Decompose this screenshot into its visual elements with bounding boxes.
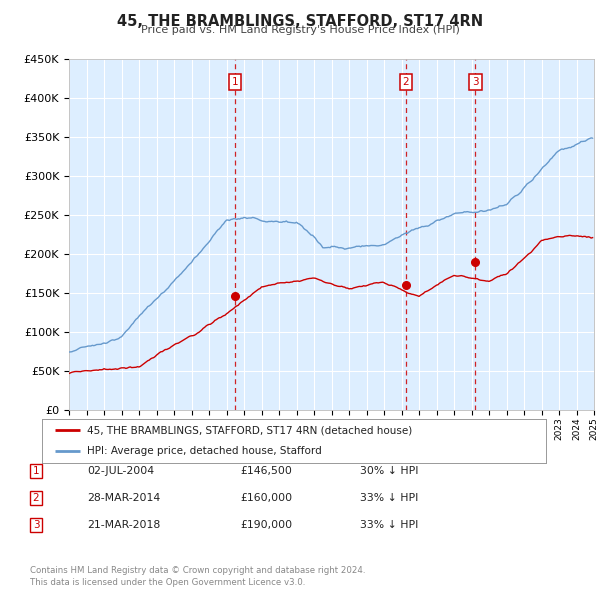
Text: Price paid vs. HM Land Registry's House Price Index (HPI): Price paid vs. HM Land Registry's House … xyxy=(140,25,460,35)
Text: 3: 3 xyxy=(32,520,40,530)
Text: £190,000: £190,000 xyxy=(240,520,292,530)
Text: £146,500: £146,500 xyxy=(240,466,292,476)
Text: 33% ↓ HPI: 33% ↓ HPI xyxy=(360,493,418,503)
Text: 45, THE BRAMBLINGS, STAFFORD, ST17 4RN (detached house): 45, THE BRAMBLINGS, STAFFORD, ST17 4RN (… xyxy=(88,425,413,435)
Text: HPI: Average price, detached house, Stafford: HPI: Average price, detached house, Staf… xyxy=(88,446,322,455)
Text: Contains HM Land Registry data © Crown copyright and database right 2024.
This d: Contains HM Land Registry data © Crown c… xyxy=(30,566,365,587)
Text: 1: 1 xyxy=(32,466,40,476)
Text: 21-MAR-2018: 21-MAR-2018 xyxy=(87,520,160,530)
Text: 02-JUL-2004: 02-JUL-2004 xyxy=(87,466,154,476)
Text: 28-MAR-2014: 28-MAR-2014 xyxy=(87,493,160,503)
Text: 3: 3 xyxy=(472,77,479,87)
Text: £160,000: £160,000 xyxy=(240,493,292,503)
Text: 2: 2 xyxy=(403,77,409,87)
Text: 2: 2 xyxy=(32,493,40,503)
Text: 1: 1 xyxy=(232,77,239,87)
Text: 33% ↓ HPI: 33% ↓ HPI xyxy=(360,520,418,530)
Text: 45, THE BRAMBLINGS, STAFFORD, ST17 4RN: 45, THE BRAMBLINGS, STAFFORD, ST17 4RN xyxy=(117,14,483,28)
Text: 30% ↓ HPI: 30% ↓ HPI xyxy=(360,466,419,476)
